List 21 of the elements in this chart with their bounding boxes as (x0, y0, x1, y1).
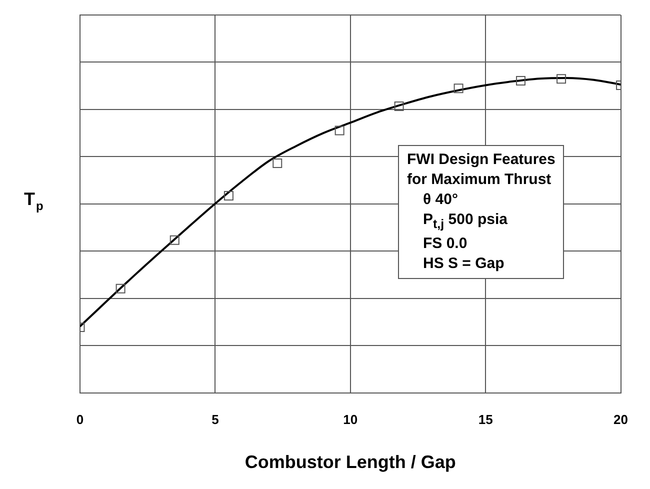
annotation: HS S = Gap (422, 254, 506, 274)
point (224, 190, 234, 200)
point (116, 284, 126, 294)
annotation: FS 0.0 (422, 234, 468, 254)
annotation: P$_{t,j}$ 500 psia (422, 210, 509, 233)
point (454, 84, 464, 94)
point (516, 76, 526, 86)
point (272, 158, 282, 168)
annotation: θ 40° (422, 190, 459, 210)
x-tick-label: 20 (614, 412, 628, 428)
x-tick-label: 0 (76, 412, 84, 428)
point (334, 126, 344, 136)
point (556, 74, 566, 84)
x-tick-label: 5 (212, 412, 219, 428)
annotation: FWI Design Features (407, 150, 556, 170)
point (394, 102, 404, 112)
x-tick-label: 10 (343, 412, 358, 428)
annotation: for Maximum Thrust (407, 170, 552, 190)
x-tick-label: 15 (478, 412, 493, 428)
point (170, 235, 180, 245)
x-axis-title: Combustor Length / Gap (244, 452, 456, 472)
